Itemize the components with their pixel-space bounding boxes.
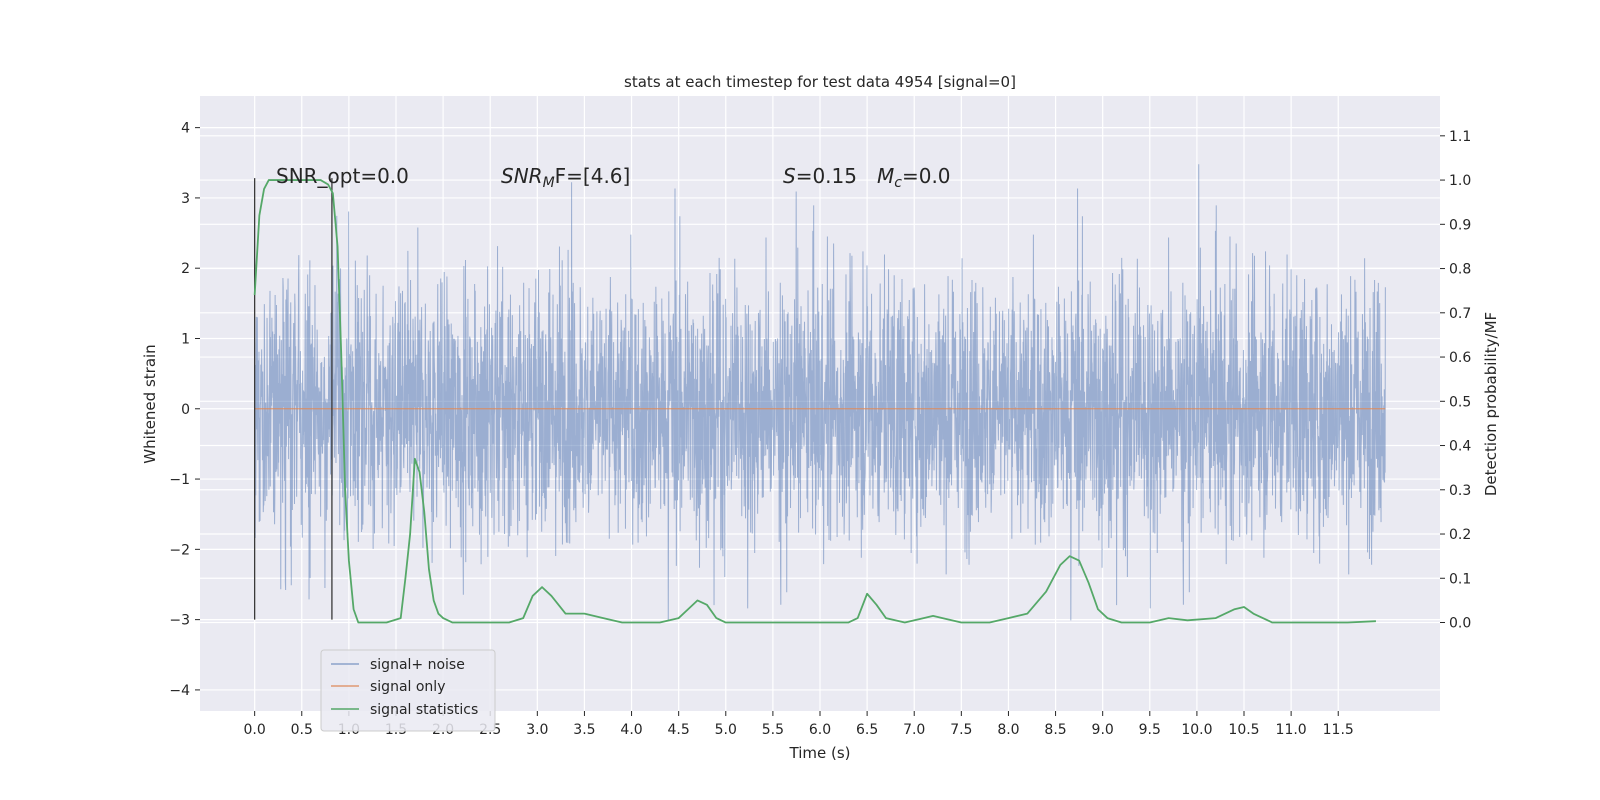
x-tick-label: 6.0: [809, 722, 831, 738]
signal-noise-line: [254, 164, 1386, 621]
x-tick-label: 9.5: [1139, 722, 1161, 738]
y-tick-label-left: 1: [181, 331, 190, 347]
y-tick-label-right: 0.1: [1449, 571, 1471, 587]
y-tick-label-right: 0.6: [1449, 350, 1471, 366]
annotation-s-main: S: [783, 164, 796, 188]
x-tick-label: 4.5: [668, 722, 690, 738]
y-tick-label-left: −3: [169, 613, 190, 629]
x-tick-label: 9.0: [1092, 722, 1114, 738]
axis-ticks: 0.00.51.01.52.02.53.03.54.04.55.05.56.06…: [169, 121, 1471, 738]
y-tick-label-right: 0.9: [1449, 217, 1471, 233]
x-tick-label: 5.5: [762, 722, 784, 738]
x-tick-label: 10.5: [1228, 722, 1259, 738]
x-tick-label: 4.0: [620, 722, 642, 738]
annotation-s-rest: =0.15: [796, 164, 857, 188]
y-tick-label-left: 2: [181, 261, 190, 277]
x-tick-label: 5.0: [715, 722, 737, 738]
annotation-mc: Mc=0.0: [877, 164, 951, 191]
annotation-snr-mf-main: SNR: [501, 164, 543, 188]
annotation-snr-mf: SNRMF=[4.6]: [501, 164, 630, 191]
annotation-snr-mf-rest: F=[4.6]: [555, 164, 631, 188]
y-tick-label-right: 0.0: [1449, 616, 1471, 632]
x-axis-label: Time (s): [789, 744, 851, 762]
annotation-snr-opt: SNR_opt=0.0: [276, 164, 409, 188]
y-tick-label-right: 1.0: [1449, 173, 1471, 189]
window-markers: [254, 178, 333, 620]
y-tick-label-left: −1: [169, 472, 190, 488]
y-tick-label-right: 1.1: [1449, 129, 1471, 145]
y-tick-label-left: 4: [181, 121, 190, 137]
legend-label-signal-noise: signal+ noise: [370, 657, 465, 673]
annotation-mc-main: M: [877, 164, 894, 188]
x-tick-label: 7.5: [950, 722, 972, 738]
x-tick-label: 3.5: [573, 722, 595, 738]
legend-box: [320, 649, 496, 732]
signal-noise-series: [254, 164, 1386, 621]
x-tick-label: 7.0: [903, 722, 925, 738]
legend-label-signal-only: signal only: [370, 679, 445, 695]
annotation-mc-sub: c: [894, 175, 902, 191]
annotations: SNR_opt=0.0 SNRMF=[4.6] S=0.15 Mc=0.0: [276, 164, 951, 191]
x-tick-label: 3.0: [526, 722, 548, 738]
annotation-snr-mf-sub: M: [543, 175, 555, 191]
y-tick-label-left: 3: [181, 191, 190, 207]
annotation-s: S=0.15: [783, 164, 857, 188]
y-tick-label-right: 0.4: [1449, 439, 1471, 455]
y-tick-label-right: 0.7: [1449, 306, 1471, 322]
chart-title: stats at each timestep for test data 495…: [624, 73, 1016, 91]
x-tick-label: 11.5: [1323, 722, 1354, 738]
x-tick-label: 6.5: [856, 722, 878, 738]
x-tick-label: 0.5: [291, 722, 313, 738]
legend: signal+ noise signal only signal statist…: [320, 649, 496, 732]
y-tick-label-right: 0.5: [1449, 394, 1471, 410]
y-tick-label-left: −4: [169, 683, 190, 699]
x-tick-label: 8.0: [997, 722, 1019, 738]
legend-label-signal-statistics: signal statistics: [370, 702, 478, 718]
y-tick-label-right: 0.3: [1449, 483, 1471, 499]
signal-statistics-line: [253, 179, 1376, 624]
x-tick-label: 10.0: [1181, 722, 1212, 738]
y-tick-label-left: 0: [181, 402, 190, 418]
x-tick-label: 8.5: [1044, 722, 1066, 738]
annotation-mc-rest: =0.0: [902, 164, 951, 188]
y-tick-label-right: 0.8: [1449, 262, 1471, 278]
y-axis-label-right: Detection probability/MF: [1482, 312, 1500, 496]
y-tick-label-right: 0.2: [1449, 527, 1471, 543]
y-tick-label-left: −2: [169, 542, 190, 558]
x-tick-label: 11.0: [1276, 722, 1307, 738]
y-axis-label-left: Whitened strain: [141, 344, 159, 463]
signal-statistics-series: [253, 179, 1376, 624]
x-tick-label: 0.0: [244, 722, 266, 738]
